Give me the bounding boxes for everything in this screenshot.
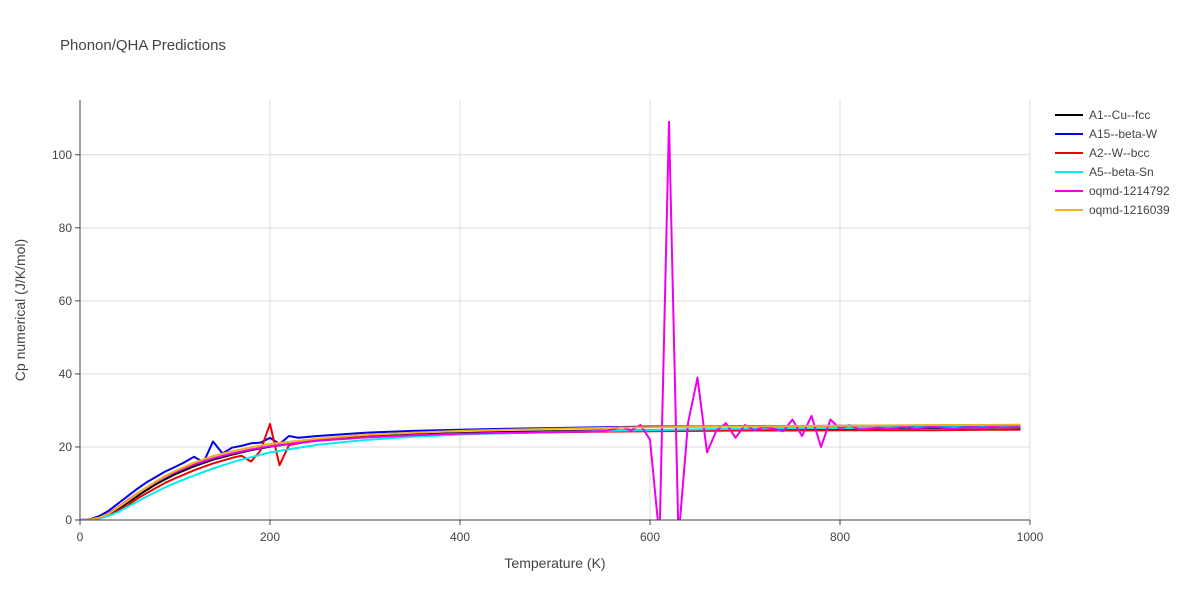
legend-item[interactable]: oqmd-1214792 [1055, 184, 1170, 198]
x-axis-label: Temperature (K) [504, 555, 605, 571]
legend-label: A1--Cu--fcc [1089, 108, 1150, 122]
y-tick-label: 80 [59, 221, 73, 235]
legend-item[interactable]: A15--beta-W [1055, 127, 1158, 141]
legend-item[interactable]: oqmd-1216039 [1055, 203, 1170, 217]
legend-item[interactable]: A5--beta-Sn [1055, 165, 1154, 179]
x-tick-label: 1000 [1017, 530, 1044, 544]
x-tick-label: 0 [77, 530, 84, 544]
series-line-A2--W--bcc [80, 422, 1021, 520]
y-axis-label: Cp numerical (J/K/mol) [12, 239, 28, 381]
legend-label: oqmd-1216039 [1089, 203, 1170, 217]
series-lines [80, 120, 1021, 520]
y-tick-label: 60 [59, 294, 73, 308]
chart-title: Phonon/QHA Predictions [60, 37, 226, 54]
legend[interactable]: A1--Cu--fcc A15--beta-W A2--W--bcc A5--beta… [1055, 108, 1170, 217]
series-line-A15--beta-W [80, 424, 1021, 520]
x-tick-label: 800 [830, 530, 850, 544]
y-tick-label: 40 [59, 367, 73, 381]
legend-label: A15--beta-W [1089, 127, 1158, 141]
x-tick-label: 200 [260, 530, 280, 544]
y-tick-label: 0 [65, 513, 72, 527]
x-tick-label: 400 [450, 530, 470, 544]
x-tick-labels: 0 200 400 600 800 1000 [77, 520, 1044, 544]
legend-item[interactable]: A2--W--bcc [1055, 146, 1149, 160]
legend-label: A5--beta-Sn [1089, 165, 1154, 179]
y-tick-label: 100 [52, 148, 72, 162]
legend-label: A2--W--bcc [1089, 146, 1149, 160]
legend-item[interactable]: A1--Cu--fcc [1055, 108, 1150, 122]
series-line-oqmd-1214792 [80, 120, 1021, 520]
x-tick-label: 600 [640, 530, 660, 544]
series-line-A5--beta-Sn [80, 425, 1021, 520]
series-line-oqmd-1216039 [80, 423, 1021, 520]
legend-label: oqmd-1214792 [1089, 184, 1170, 198]
y-tick-label: 20 [59, 440, 73, 454]
series-line-A1--Cu--fcc [80, 426, 1021, 520]
y-tick-labels: 0 20 40 60 80 100 [52, 148, 80, 527]
